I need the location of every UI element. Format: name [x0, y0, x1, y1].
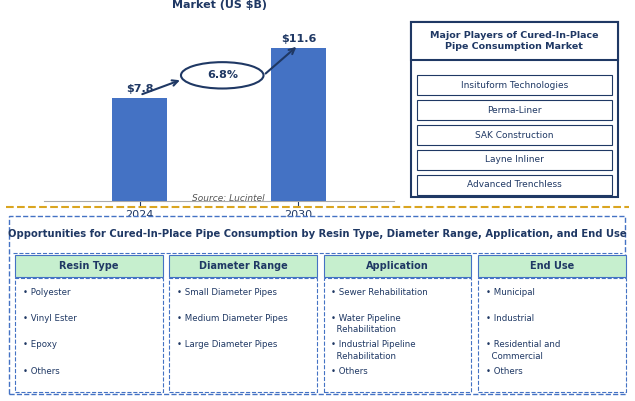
Text: • Others: • Others: [486, 367, 522, 376]
Text: • Medium Diameter Pipes: • Medium Diameter Pipes: [177, 314, 288, 323]
Text: Insituform Technologies: Insituform Technologies: [461, 81, 568, 90]
Text: End Use: End Use: [530, 261, 574, 271]
Text: • Polyester: • Polyester: [22, 288, 70, 296]
Text: Major Players of Cured-In-Place
Pipe Consumption Market: Major Players of Cured-In-Place Pipe Con…: [430, 31, 599, 51]
Text: • Others: • Others: [22, 367, 59, 376]
Text: • Vinyl Ester: • Vinyl Ester: [22, 314, 76, 323]
FancyBboxPatch shape: [478, 255, 625, 277]
Text: • Small Diameter Pipes: • Small Diameter Pipes: [177, 288, 277, 296]
FancyBboxPatch shape: [417, 125, 612, 145]
Text: • Large Diameter Pipes: • Large Diameter Pipes: [177, 340, 277, 349]
Text: • Industrial Pipeline
  Rehabilitation: • Industrial Pipeline Rehabilitation: [331, 340, 416, 360]
FancyBboxPatch shape: [15, 278, 163, 393]
FancyBboxPatch shape: [324, 255, 471, 277]
Text: • Epoxy: • Epoxy: [22, 340, 57, 349]
FancyBboxPatch shape: [411, 22, 618, 60]
FancyBboxPatch shape: [170, 278, 317, 393]
Text: • Water Pipeline
  Rehabilitation: • Water Pipeline Rehabilitation: [331, 314, 401, 334]
Text: • Sewer Rehabilitation: • Sewer Rehabilitation: [331, 288, 428, 296]
Text: • Others: • Others: [331, 367, 368, 376]
Text: Opportunities for Cured-In-Place Pipe Consumption by Resin Type, Diameter Range,: Opportunities for Cured-In-Place Pipe Co…: [8, 229, 627, 239]
Text: SAK Construction: SAK Construction: [475, 130, 554, 140]
Text: 6.8%: 6.8%: [207, 70, 237, 80]
FancyBboxPatch shape: [478, 278, 625, 393]
Bar: [112, 98, 168, 200]
Text: Source: Lucintel: Source: Lucintel: [192, 194, 265, 203]
FancyBboxPatch shape: [417, 75, 612, 95]
Text: Diameter Range: Diameter Range: [199, 261, 288, 271]
FancyBboxPatch shape: [10, 217, 625, 394]
Text: • Residential and
  Commercial: • Residential and Commercial: [486, 340, 560, 360]
Text: • Municipal: • Municipal: [486, 288, 535, 296]
Text: Resin Type: Resin Type: [59, 261, 119, 271]
FancyBboxPatch shape: [324, 278, 471, 393]
Text: Perma-Liner: Perma-Liner: [487, 105, 542, 115]
Bar: [271, 48, 326, 200]
Text: • Industrial: • Industrial: [486, 314, 533, 323]
FancyBboxPatch shape: [170, 255, 317, 277]
FancyBboxPatch shape: [15, 255, 163, 277]
FancyBboxPatch shape: [411, 22, 618, 197]
FancyBboxPatch shape: [417, 100, 612, 120]
FancyBboxPatch shape: [417, 175, 612, 195]
Text: $11.6: $11.6: [281, 34, 316, 44]
FancyBboxPatch shape: [417, 150, 612, 170]
Ellipse shape: [181, 62, 264, 89]
Text: Advanced Trenchless: Advanced Trenchless: [467, 180, 562, 189]
Text: Application: Application: [366, 261, 429, 271]
Text: Layne Inliner: Layne Inliner: [485, 156, 544, 164]
Text: $7.8: $7.8: [126, 84, 154, 94]
Title: Global Cured-In-Place Pipe Consumption
Market (US $B): Global Cured-In-Place Pipe Consumption M…: [93, 0, 345, 10]
